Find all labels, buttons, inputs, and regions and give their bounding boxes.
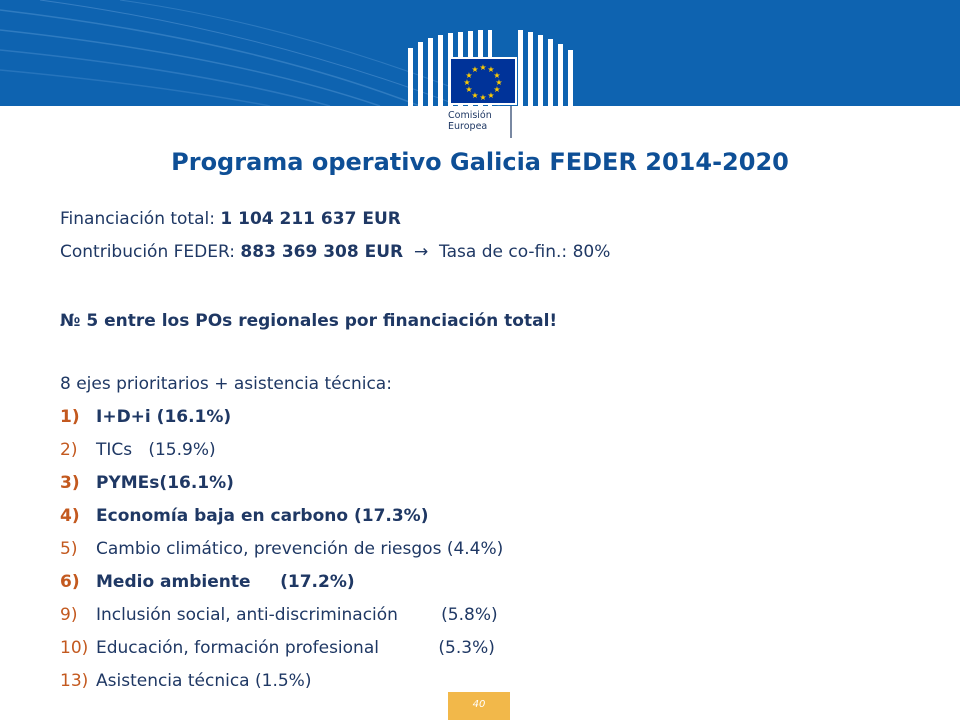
ranking-text: № 5 entre los POs regionales por financi… bbox=[60, 311, 558, 331]
list-item-text: Inclusión social, anti-discriminación (5… bbox=[96, 605, 498, 625]
contribution-value: 883 369 308 EUR bbox=[240, 242, 404, 262]
list-item: 9) Inclusión social, anti-discriminación … bbox=[60, 599, 920, 632]
list-item-text: Asistencia técnica (1.5%) bbox=[96, 671, 312, 691]
svg-text:★: ★ bbox=[463, 78, 470, 87]
list-item-text: TICs (15.9%) bbox=[96, 440, 216, 460]
list-item-text: Cambio climático, prevención de riesgos … bbox=[96, 539, 504, 559]
axes-intro: 8 ejes prioritarios + asistencia técnica… bbox=[60, 374, 392, 394]
list-item-text: Medio ambiente (17.2%) bbox=[96, 572, 355, 592]
list-item-number: 5) bbox=[60, 539, 78, 559]
arrow-icon: → bbox=[413, 242, 429, 262]
spacer bbox=[60, 269, 920, 305]
slide-content: Financiación total: 1 104 211 637 EUR Co… bbox=[60, 203, 920, 698]
list-item-text: Educación, formación profesional (5.3%) bbox=[96, 638, 495, 658]
svg-text:★: ★ bbox=[465, 85, 472, 94]
spacer bbox=[60, 338, 920, 368]
header-decoration bbox=[0, 0, 501, 106]
list-item-number: 1) bbox=[60, 407, 80, 427]
list-item: 2) TICs (15.9%) bbox=[60, 434, 920, 467]
list-item: 4) Economía baja en carbono (17.3%) bbox=[60, 500, 920, 533]
list-item: 1) I+D+i (16.1%) bbox=[60, 401, 920, 434]
svg-text:★: ★ bbox=[487, 91, 494, 100]
svg-text:★: ★ bbox=[479, 63, 486, 72]
svg-text:★: ★ bbox=[465, 71, 472, 80]
list-item: 10) Educación, formación profesional (5.3… bbox=[60, 632, 920, 665]
financing-value: 1 104 211 637 EUR bbox=[220, 209, 401, 229]
svg-text:★: ★ bbox=[471, 91, 478, 100]
list-item-number: 2) bbox=[60, 440, 78, 460]
organization-name-line2: Europea bbox=[448, 121, 488, 132]
list-item-text: I+D+i (16.1%) bbox=[96, 407, 232, 427]
page-title: Programa operativo Galicia FEDER 2014-20… bbox=[171, 148, 789, 176]
financing-label: Financiación total: bbox=[60, 209, 221, 229]
list-item-number: 13) bbox=[60, 671, 89, 691]
svg-text:★: ★ bbox=[493, 71, 500, 80]
organization-name-line1: Comisión bbox=[448, 110, 492, 121]
list-item-number: 4) bbox=[60, 506, 80, 526]
list-item: 13) Asistencia técnica (1.5%) bbox=[60, 665, 920, 698]
list-item-number: 3) bbox=[60, 473, 80, 493]
list-item: 6) Medio ambiente (17.2%) bbox=[60, 566, 920, 599]
european-commission-logo: ★ ★ ★ ★ ★ ★ ★ ★ ★ ★ ★ ★ bbox=[398, 26, 583, 138]
svg-text:★: ★ bbox=[493, 85, 500, 94]
axes-list: 1) I+D+i (16.1%) 2) TICs (15.9%) 3) PYMEs(16.… bbox=[60, 401, 920, 698]
list-item-text: PYMEs(16.1%) bbox=[96, 473, 234, 493]
contribution-label: Contribución FEDER: bbox=[60, 242, 241, 262]
list-item: 5) Cambio climático, prevención de riesgo… bbox=[60, 533, 920, 566]
financing-line: Financiación total: 1 104 211 637 EUR bbox=[60, 203, 920, 236]
list-item-text: Economía baja en carbono (17.3%) bbox=[96, 506, 429, 526]
list-item-number: 10) bbox=[60, 638, 89, 658]
list-item-number: 6) bbox=[60, 572, 80, 592]
contribution-line: Contribución FEDER: 883 369 308 EUR → Ta… bbox=[60, 236, 920, 269]
list-item-number: 9) bbox=[60, 605, 78, 625]
ranking-line: № 5 entre los POs regionales por financi… bbox=[60, 305, 920, 338]
svg-text:★: ★ bbox=[495, 78, 502, 87]
svg-text:★: ★ bbox=[479, 93, 486, 102]
list-item: 3) PYMEs(16.1%) bbox=[60, 467, 920, 500]
svg-text:★: ★ bbox=[487, 65, 494, 74]
svg-text:★: ★ bbox=[471, 65, 478, 74]
organization-name: Comisión Europea bbox=[448, 110, 528, 132]
page-number: 40 bbox=[448, 692, 510, 720]
cofinancing-rate: Tasa de co-fin.: 80% bbox=[439, 242, 611, 262]
